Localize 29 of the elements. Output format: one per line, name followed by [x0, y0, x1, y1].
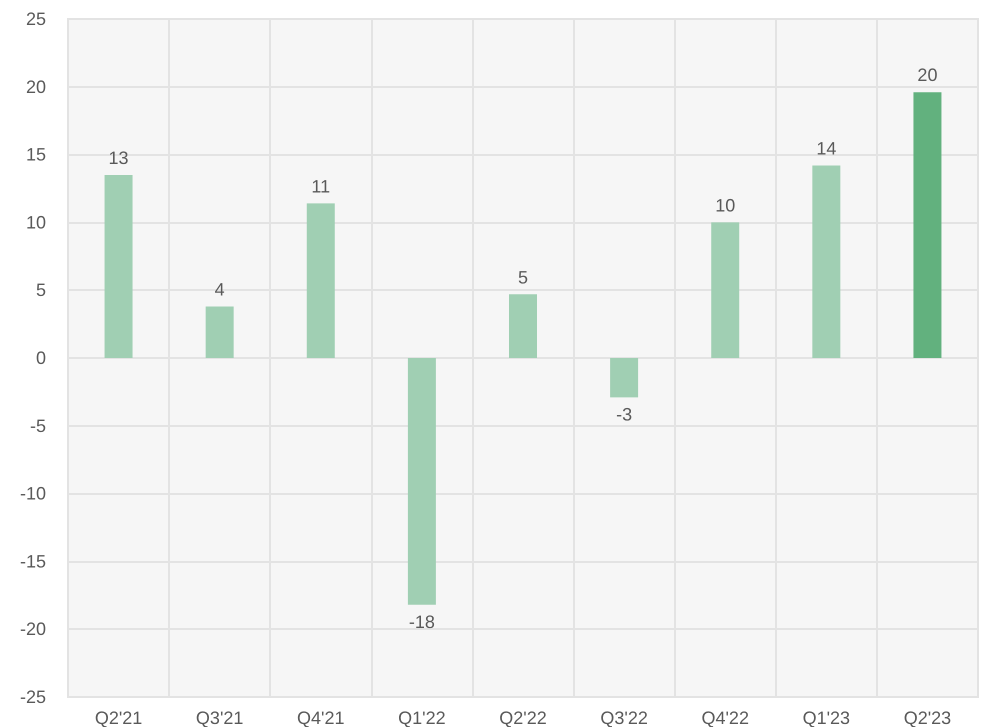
data-label: 14	[816, 138, 836, 158]
data-label: 20	[917, 65, 938, 86]
bar	[206, 306, 234, 358]
data-label: 11	[311, 176, 330, 196]
data-label: 10	[715, 195, 736, 216]
data-label: -18	[408, 612, 435, 632]
bar	[104, 174, 133, 358]
data-label: 5	[518, 267, 528, 288]
y-tick-label: 0	[36, 348, 46, 368]
y-tick-label: -25	[20, 687, 46, 707]
bar	[812, 165, 840, 358]
data-label: -3	[616, 404, 632, 424]
bar	[509, 294, 537, 358]
bar	[711, 222, 740, 358]
bar	[913, 92, 942, 358]
y-tick-label: -20	[20, 619, 46, 640]
bar	[408, 358, 436, 605]
y-tick-label: -5	[30, 416, 46, 436]
y-tick-label: -15	[20, 551, 46, 572]
y-tick-label: 10	[26, 212, 46, 232]
data-label: 4	[214, 279, 225, 300]
bar	[610, 358, 638, 398]
data-label: 13	[108, 148, 129, 168]
bar	[306, 203, 335, 358]
y-tick-label: 25	[26, 9, 46, 29]
y-tick-label: 15	[26, 144, 46, 165]
y-tick-label: 5	[36, 280, 46, 300]
y-tick-label: -10	[20, 484, 46, 504]
y-tick-label: 20	[26, 76, 46, 97]
